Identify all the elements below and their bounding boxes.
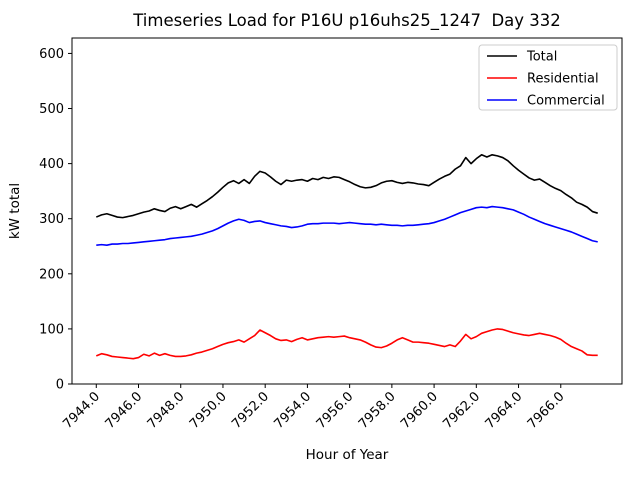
y-axis-ticks: 0 100 200 300 400 500 600 — [39, 47, 72, 393]
y-tick-label: 0 — [56, 378, 64, 393]
series-lines — [95, 154, 598, 360]
chart-title: Timeseries Load for P16U p16uhs25_1247 D… — [132, 11, 561, 31]
series-line-total — [95, 154, 598, 219]
legend: Total Residential Commercial — [478, 44, 618, 111]
plot-frame — [71, 37, 623, 385]
series-line-commercial — [96, 205, 598, 246]
x-tick-label: 7962.0 — [440, 389, 483, 432]
x-axis-label: Hour of Year — [306, 447, 389, 463]
x-tick-label: 7960.0 — [398, 389, 441, 432]
x-tick-label: 7948.0 — [145, 389, 188, 432]
y-tick-label: 400 — [39, 157, 64, 172]
series-line-residential — [95, 328, 598, 360]
x-tick-label: 7956.0 — [314, 389, 357, 432]
x-axis-ticks: 7944.0 7946.0 7948.0 7950.0 7952.0 7954.0 7956… — [60, 384, 568, 432]
x-tick-label: 7954.0 — [271, 389, 314, 432]
x-tick-label: 7964.0 — [483, 389, 526, 432]
legend-label-total: Total — [526, 50, 557, 65]
y-tick-label: 100 — [39, 322, 64, 337]
y-tick-label: 500 — [39, 102, 64, 117]
x-tick-label: 7946.0 — [103, 389, 146, 432]
legend-box — [478, 44, 618, 111]
y-tick-label: 200 — [39, 267, 64, 282]
y-tick-label: 300 — [39, 212, 64, 227]
legend-label-residential: Residential — [527, 72, 599, 87]
y-axis-label: kW total — [7, 183, 23, 239]
x-tick-label: 7958.0 — [356, 389, 399, 432]
x-tick-label: 7950.0 — [187, 389, 230, 432]
legend-label-commercial: Commercial — [527, 94, 605, 109]
x-tick-label: 7952.0 — [229, 389, 272, 432]
y-tick-label: 600 — [39, 47, 64, 62]
x-tick-label: 7944.0 — [60, 389, 103, 432]
x-tick-label: 7966.0 — [525, 389, 568, 432]
